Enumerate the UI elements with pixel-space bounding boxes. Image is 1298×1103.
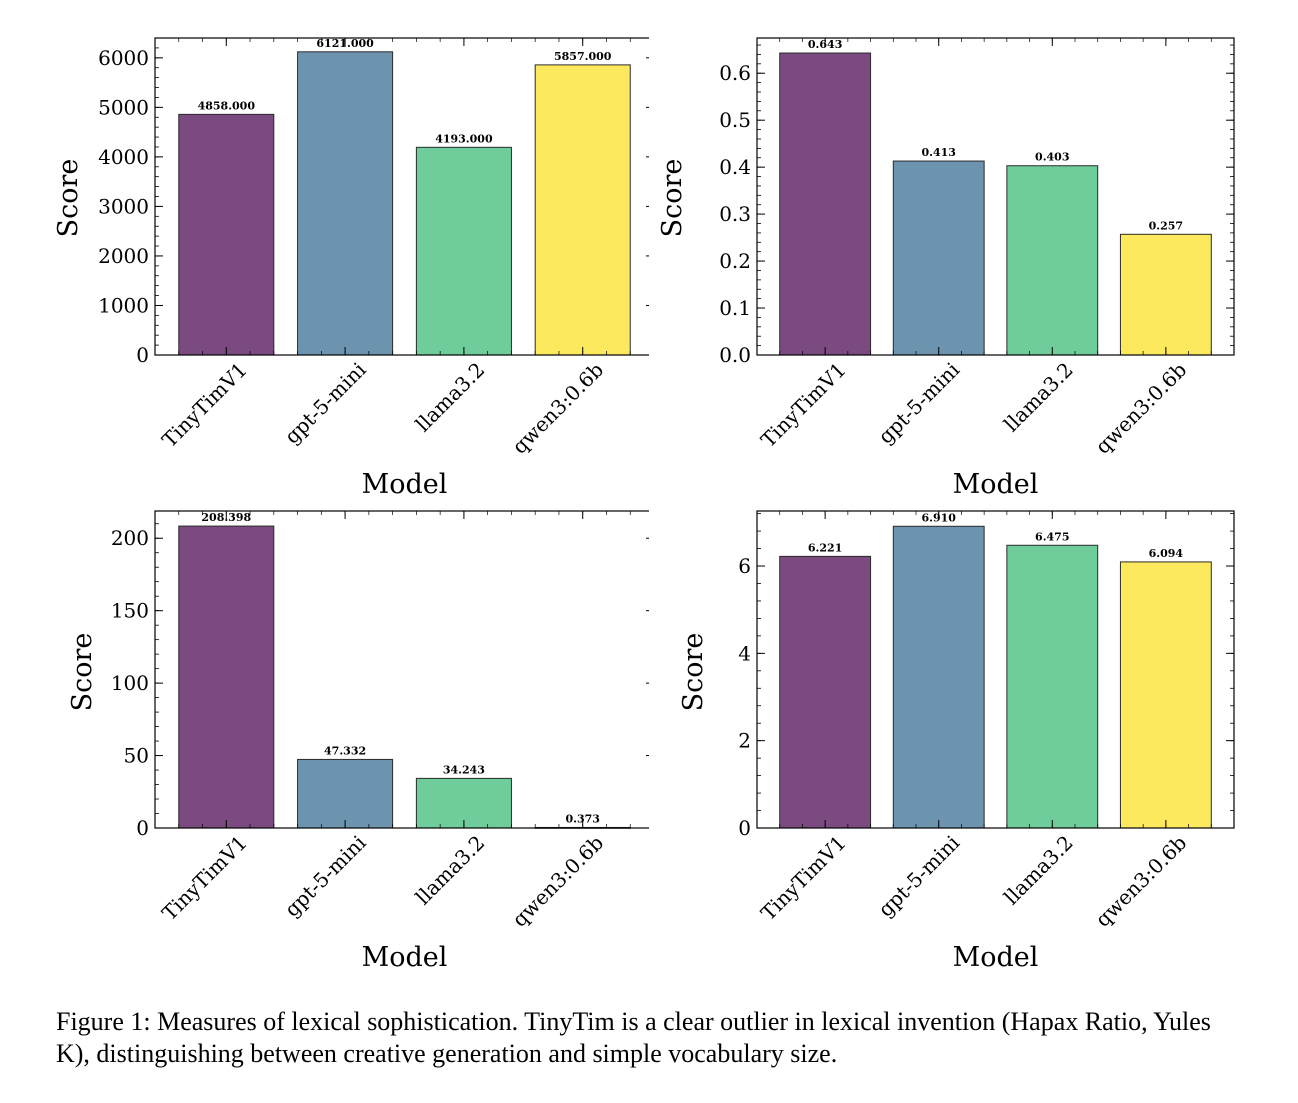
bar-value-label: 6.221 <box>808 541 842 554</box>
bar-value-label: 5857.000 <box>554 50 612 63</box>
x-axis-label: Model <box>953 469 1039 500</box>
x-tick-label: gpt-5-mini <box>280 831 371 922</box>
plot-frame <box>756 510 1235 829</box>
bar-value-label: 0.373 <box>565 812 599 825</box>
x-tick-label: TinyTimV1 <box>756 358 851 453</box>
plot-frame <box>756 37 1235 356</box>
y-axis-label: Score <box>678 633 709 712</box>
y-tick-label: 2000 <box>98 244 149 268</box>
y-axis-label: Score <box>657 159 688 238</box>
bar-value-label: 34.243 <box>443 763 485 776</box>
x-tick-label: qwen3:0.6b <box>507 358 608 459</box>
x-tick-label: TinyTimV1 <box>756 831 851 926</box>
y-tick-label: 0.2 <box>719 249 751 273</box>
bar-value-label: 0.257 <box>1149 219 1183 232</box>
bar-tinytimv1 <box>178 113 275 356</box>
y-axis-label: Score <box>67 633 98 712</box>
bar-llama3-2 <box>1006 165 1099 356</box>
y-tick-label: 50 <box>124 744 149 768</box>
x-tick-label: gpt-5-mini <box>873 358 964 449</box>
bar-qwen3-0-6b <box>1119 233 1212 356</box>
y-tick-label: 0.6 <box>719 61 751 85</box>
y-tick-label: 200 <box>111 526 149 550</box>
bar-tinytimv1 <box>178 525 275 829</box>
x-axis-label: Model <box>953 942 1039 973</box>
bar-qwen3-0-6b <box>1119 561 1212 829</box>
y-tick-label: 3000 <box>98 194 149 218</box>
bar-gpt-5-mini <box>892 525 985 829</box>
y-tick-label: 6000 <box>98 46 149 70</box>
x-axis-label: Model <box>362 942 448 973</box>
y-tick-label: 4000 <box>98 145 149 169</box>
bar-gpt-5-mini <box>297 758 394 829</box>
x-tick-label: llama3.2 <box>411 831 490 910</box>
chart-top-left: 4858.0006121.0004193.0005857.00001000200… <box>53 37 649 500</box>
x-tick-label: llama3.2 <box>411 358 490 437</box>
y-axis-label: Score <box>53 159 84 238</box>
figure-caption: Figure 1: Measures of lexical sophistica… <box>56 1007 1211 1068</box>
x-axis-label: Model <box>362 469 448 500</box>
plot-frame <box>154 510 649 829</box>
bar-llama3-2 <box>415 146 512 356</box>
x-tick-label: gpt-5-mini <box>873 831 964 922</box>
y-tick-label: 1000 <box>98 293 149 317</box>
bar-gpt-5-mini <box>297 51 394 356</box>
x-tick-label: qwen3:0.6b <box>1090 831 1191 932</box>
x-tick-label: TinyTimV1 <box>157 831 252 926</box>
bar-value-label: 6.094 <box>1149 547 1184 560</box>
bar-value-label: 47.332 <box>324 744 366 757</box>
x-tick-label: llama3.2 <box>999 831 1078 910</box>
y-tick-label: 0 <box>136 816 149 840</box>
y-tick-label: 0 <box>136 343 149 367</box>
y-tick-label: 0.5 <box>719 108 751 132</box>
y-tick-label: 0.1 <box>719 296 751 320</box>
y-tick-label: 6 <box>738 554 751 578</box>
x-tick-label: TinyTimV1 <box>157 358 252 453</box>
bar-tinytimv1 <box>779 555 872 829</box>
y-tick-label: 0.0 <box>719 343 751 367</box>
y-tick-label: 0 <box>738 816 751 840</box>
bar-value-label: 4858.000 <box>198 99 256 112</box>
y-tick-label: 100 <box>111 671 149 695</box>
y-tick-label: 0.4 <box>719 155 751 179</box>
y-tick-label: 4 <box>738 641 751 665</box>
bar-value-label: 4193.000 <box>435 132 493 145</box>
bar-tinytimv1 <box>779 52 872 356</box>
y-tick-label: 150 <box>111 599 149 623</box>
y-tick-label: 2 <box>738 729 751 753</box>
bar-llama3-2 <box>415 777 512 829</box>
bar-gpt-5-mini <box>892 160 985 356</box>
x-tick-label: qwen3:0.6b <box>1090 358 1191 459</box>
y-tick-label: 0.3 <box>719 202 751 226</box>
bar-value-label: 6.475 <box>1035 530 1069 543</box>
bar-value-label: 0.403 <box>1035 151 1069 164</box>
bar-qwen3-0-6b <box>534 64 631 356</box>
bar-value-label: 0.413 <box>921 146 955 159</box>
x-tick-label: gpt-5-mini <box>280 358 371 449</box>
bar-llama3-2 <box>1006 544 1099 829</box>
x-tick-label: llama3.2 <box>999 358 1078 437</box>
x-tick-label: qwen3:0.6b <box>507 831 608 932</box>
y-tick-label: 5000 <box>98 95 149 119</box>
chart-bottom-left: 208.39847.33234.2430.373050100150200Tiny… <box>67 510 649 973</box>
figure: 4858.000 6121.000 4193.000 5857.000 0 1000 200… <box>53 37 1235 973</box>
